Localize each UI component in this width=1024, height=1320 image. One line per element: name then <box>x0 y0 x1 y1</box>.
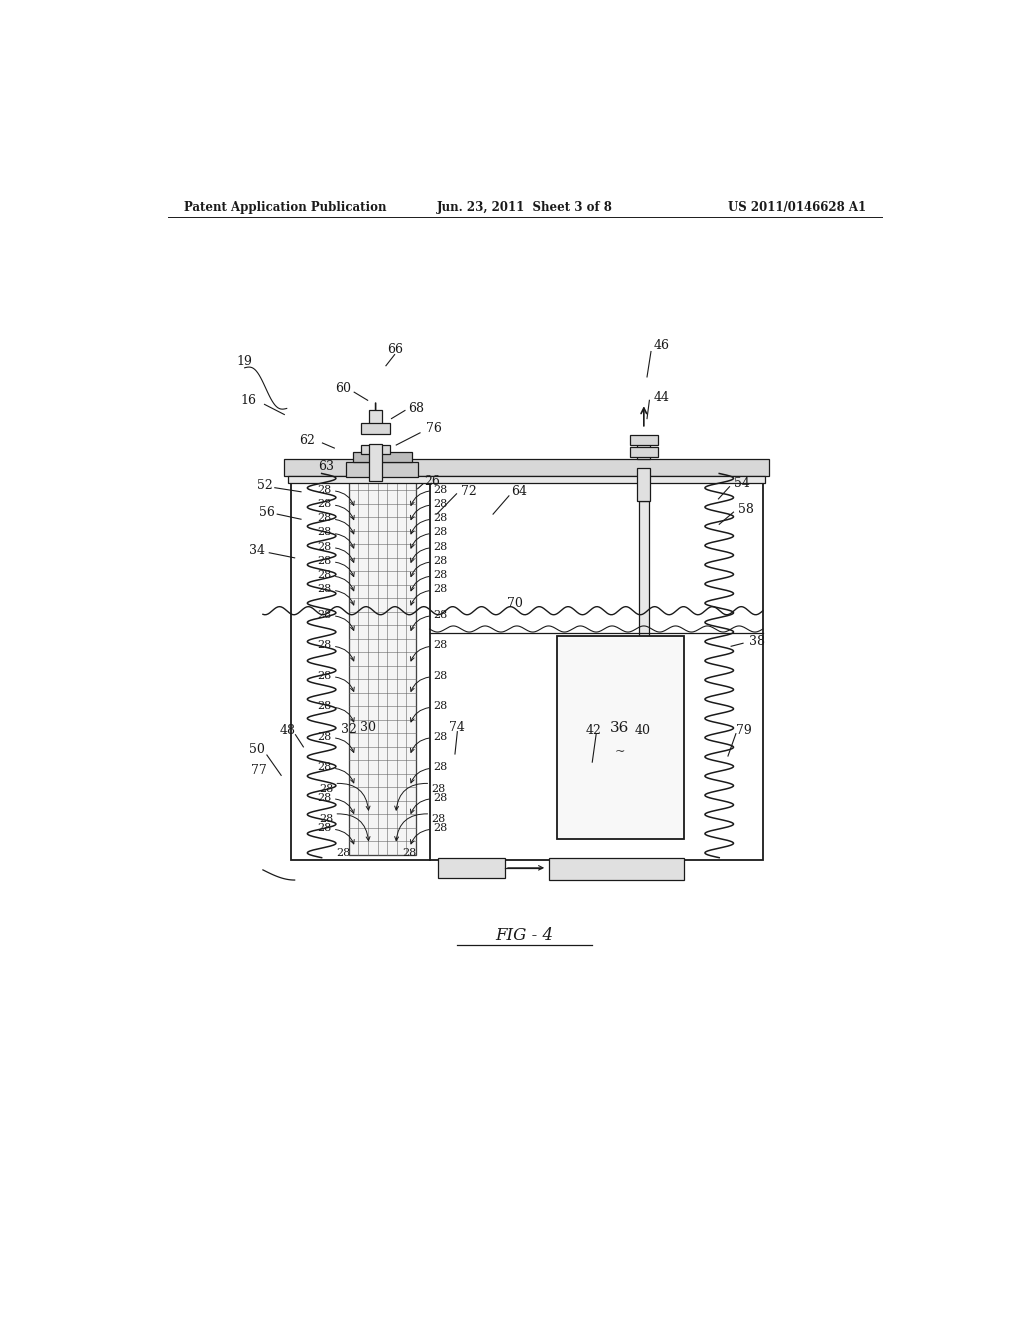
Text: 77: 77 <box>251 764 267 776</box>
Text: 63: 63 <box>318 459 335 473</box>
Text: 74: 74 <box>450 721 465 734</box>
Text: 28: 28 <box>317 701 332 711</box>
Bar <box>639 500 648 768</box>
Bar <box>346 462 419 477</box>
Text: 28: 28 <box>433 484 447 495</box>
Text: 34: 34 <box>249 544 264 557</box>
Text: 28: 28 <box>317 513 332 523</box>
Text: 28: 28 <box>433 499 447 510</box>
Text: 28: 28 <box>317 731 332 742</box>
Text: ~: ~ <box>614 746 626 759</box>
Text: 58: 58 <box>738 503 754 516</box>
Text: 28: 28 <box>433 824 447 833</box>
Text: 28: 28 <box>317 671 332 681</box>
Bar <box>348 477 416 854</box>
Text: 48: 48 <box>280 725 296 737</box>
Text: 28: 28 <box>317 793 332 803</box>
Bar <box>361 445 390 454</box>
Text: 19: 19 <box>237 355 253 368</box>
Bar <box>557 636 684 840</box>
Text: 28: 28 <box>317 762 332 772</box>
Bar <box>549 858 684 880</box>
Text: 28: 28 <box>433 528 447 537</box>
Text: 28: 28 <box>319 814 334 824</box>
Text: 28: 28 <box>317 499 332 510</box>
Text: 60: 60 <box>335 381 351 395</box>
Text: 28: 28 <box>433 556 447 566</box>
Text: 62: 62 <box>299 434 315 447</box>
Bar <box>638 469 650 500</box>
Bar <box>630 447 658 457</box>
Bar <box>370 411 382 430</box>
Text: 40: 40 <box>634 725 650 737</box>
Text: 38: 38 <box>750 635 765 648</box>
Bar <box>361 422 390 434</box>
Text: 64: 64 <box>511 486 527 498</box>
Text: 46: 46 <box>653 339 670 352</box>
Text: 28: 28 <box>317 570 332 579</box>
Bar <box>638 440 650 459</box>
Bar <box>437 858 505 878</box>
Text: 28: 28 <box>433 541 447 552</box>
Bar <box>370 444 382 480</box>
Text: 28: 28 <box>431 814 445 824</box>
Bar <box>352 453 412 462</box>
Text: 68: 68 <box>409 401 424 414</box>
Bar <box>285 459 769 475</box>
Text: 79: 79 <box>736 725 752 737</box>
Text: 28: 28 <box>433 731 447 742</box>
Text: Patent Application Publication: Patent Application Publication <box>183 201 386 214</box>
Text: Jun. 23, 2011  Sheet 3 of 8: Jun. 23, 2011 Sheet 3 of 8 <box>437 201 612 214</box>
Text: 28: 28 <box>317 484 332 495</box>
Bar <box>630 434 658 445</box>
Text: 28: 28 <box>433 671 447 681</box>
Text: 32: 32 <box>341 723 356 737</box>
Text: 44: 44 <box>653 391 670 404</box>
Text: 30: 30 <box>359 721 376 734</box>
Text: 72: 72 <box>462 486 477 498</box>
Text: 28: 28 <box>317 585 332 594</box>
Text: 28: 28 <box>317 556 332 566</box>
Text: 52: 52 <box>257 479 273 492</box>
Text: 54: 54 <box>733 477 750 490</box>
Text: 28: 28 <box>433 610 447 620</box>
Text: 28: 28 <box>433 701 447 711</box>
Text: 28: 28 <box>433 640 447 651</box>
Text: 28: 28 <box>317 640 332 651</box>
Text: 28: 28 <box>433 513 447 523</box>
Text: 66: 66 <box>387 343 402 356</box>
Text: 56: 56 <box>259 506 274 519</box>
Text: 50: 50 <box>250 743 265 756</box>
Text: 28: 28 <box>319 784 334 793</box>
Text: 28: 28 <box>317 824 332 833</box>
Text: 16: 16 <box>241 393 257 407</box>
Text: 28: 28 <box>433 585 447 594</box>
Text: 28: 28 <box>317 541 332 552</box>
Text: 28: 28 <box>431 784 445 793</box>
Text: 70: 70 <box>507 597 523 610</box>
Text: 28: 28 <box>433 793 447 803</box>
Text: US 2011/0146628 A1: US 2011/0146628 A1 <box>728 201 866 214</box>
Bar <box>289 475 765 483</box>
Text: 28: 28 <box>402 847 417 858</box>
Text: 28: 28 <box>317 610 332 620</box>
Bar <box>291 463 763 859</box>
Text: 28: 28 <box>433 762 447 772</box>
Text: 76: 76 <box>426 422 441 436</box>
Text: 28: 28 <box>433 570 447 579</box>
Text: 28: 28 <box>317 528 332 537</box>
Text: 26: 26 <box>424 475 440 488</box>
Text: 28: 28 <box>336 847 350 858</box>
Text: FIG - 4: FIG - 4 <box>496 928 554 944</box>
Text: 36: 36 <box>610 721 630 735</box>
Text: 42: 42 <box>586 725 602 737</box>
